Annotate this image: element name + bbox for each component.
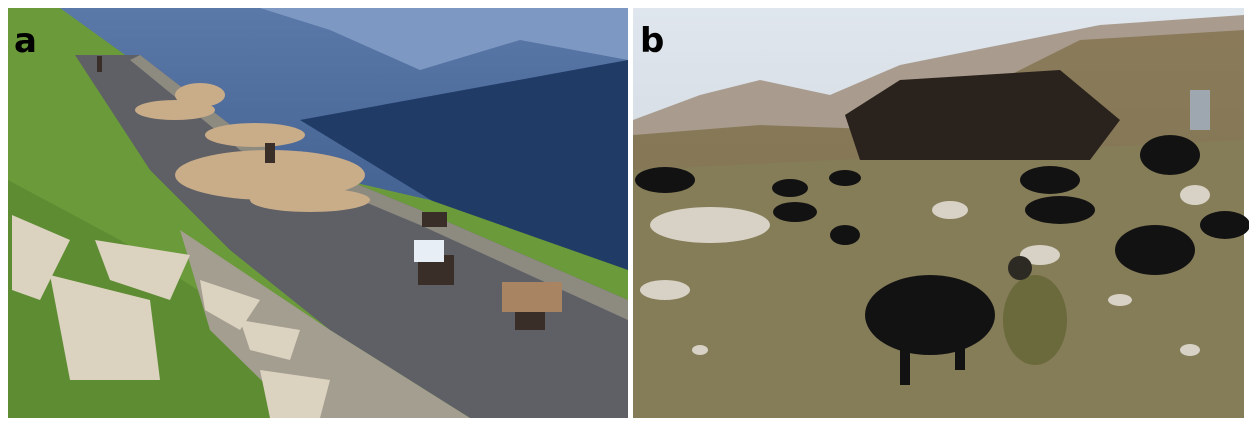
photo-b bbox=[633, 8, 1249, 418]
photo-a bbox=[8, 8, 628, 418]
panel-label: b bbox=[640, 21, 664, 61]
photo-pair: a bbox=[0, 0, 1249, 421]
figure: a bbox=[0, 0, 1249, 421]
panel-label: a bbox=[14, 21, 37, 61]
